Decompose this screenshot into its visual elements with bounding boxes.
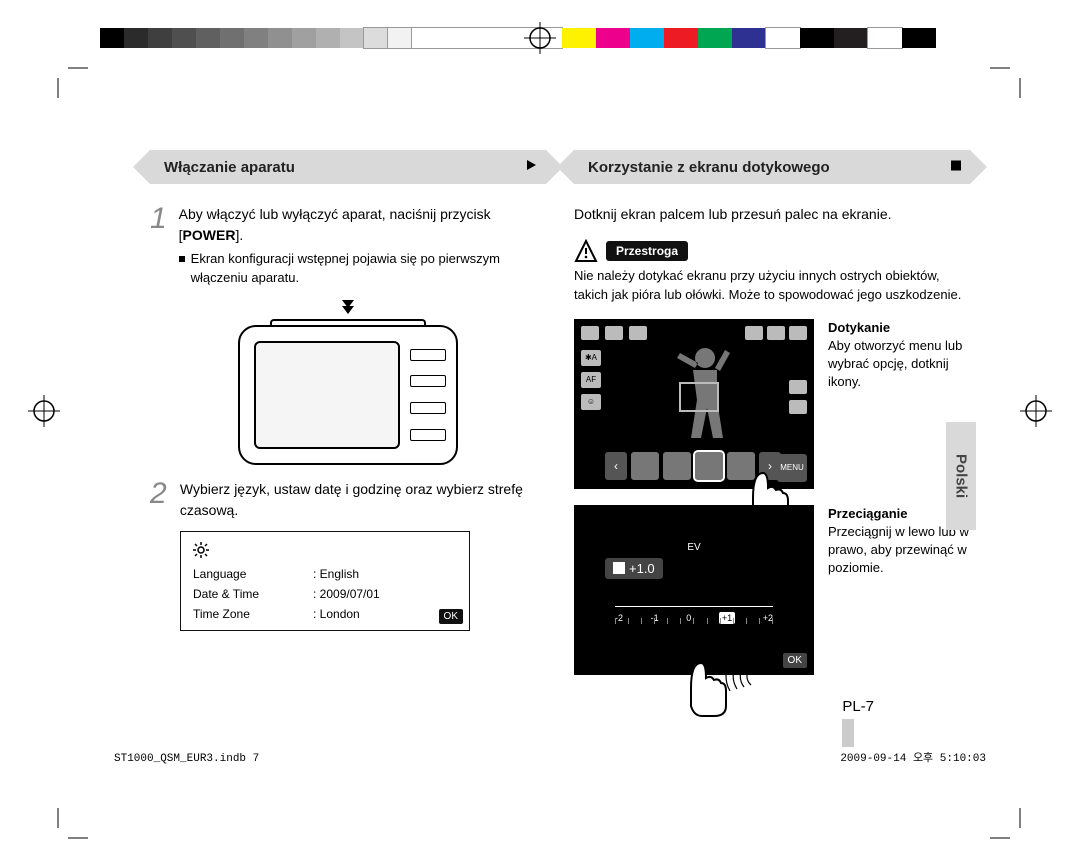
warning-label: Przestroga (606, 241, 688, 261)
step-number: 2 (150, 479, 170, 521)
down-arrow-icon (150, 298, 546, 319)
section-header-right: Korzystanie z ekranu dotykowego (574, 150, 970, 184)
warning-triangle-icon (574, 239, 598, 263)
registration-mark-top (524, 22, 556, 54)
touch-demo-drag: EV +1.0 -2-10+1+2 OK (574, 505, 970, 675)
crop-mark (48, 808, 88, 848)
crop-mark (990, 58, 1030, 98)
warning-header: Przestroga (574, 239, 970, 263)
swipe-arcs-icon (725, 656, 795, 696)
warning-text: Nie należy dotykać ekranu przy użyciu in… (574, 267, 970, 305)
bullet-icon (179, 256, 185, 262)
intro-text: Dotknij ekran palcem lub przesuń palec n… (574, 204, 970, 225)
touch-demo-tap: ✱AAF☺ ‹ › MENU (574, 319, 970, 489)
touchscreen-mock-tap: ✱AAF☺ ‹ › MENU (574, 319, 814, 489)
step-text: Aby włączyć lub wyłączyć aparat, naciśni… (179, 204, 546, 288)
step-text: Wybierz język, ustaw datę i godzinę oraz… (180, 479, 546, 521)
registration-mark-left (28, 395, 60, 427)
stop-icon (950, 159, 962, 176)
gear-icon (193, 542, 209, 558)
ok-button[interactable]: OK (439, 609, 463, 624)
left-column: Włączanie aparatu 1 Aby włączyć lub wyłą… (150, 150, 546, 675)
section-title: Włączanie aparatu (164, 159, 295, 176)
thumb-prev-button[interactable]: ‹ (605, 452, 627, 480)
registration-mark-right (1020, 395, 1052, 427)
crop-mark (48, 58, 88, 98)
touch-drag-desc: Przeciąganie Przeciągnij w lewo lub w pr… (828, 505, 970, 675)
section-title: Korzystanie z ekranu dotykowego (588, 159, 830, 176)
step-number: 1 (150, 204, 169, 288)
bullet-text: Ekran konfiguracji wstępnej pojawia się … (191, 250, 546, 288)
touchscreen-mock-drag: EV +1.0 -2-10+1+2 OK (574, 505, 814, 675)
ev-bubble: EV (678, 532, 710, 564)
print-timestamp: 2009-09-14 오후 5:10:03 (840, 749, 986, 765)
page-number-bar (842, 719, 854, 747)
play-icon (524, 158, 538, 176)
config-screen-box: LanguageEnglishDate & Time2009/07/01Time… (180, 531, 470, 631)
camera-illustration (238, 325, 458, 465)
indesign-filename: ST1000_QSM_EUR3.indb 7 (114, 753, 259, 765)
config-row: Time ZoneLondon (193, 604, 457, 624)
config-row: Date & Time2009/07/01 (193, 584, 457, 604)
step-1: 1 Aby włączyć lub wyłączyć aparat, naciś… (150, 204, 546, 288)
section-header-left: Włączanie aparatu (150, 150, 546, 184)
right-column: Korzystanie z ekranu dotykowego Dotknij … (574, 150, 970, 675)
config-row: LanguageEnglish (193, 564, 457, 584)
page-number: PL-7 (842, 698, 874, 715)
ev-value-box: +1.0 (605, 558, 663, 579)
language-side-tab: Polski (946, 422, 976, 530)
crop-mark (990, 808, 1030, 848)
step-2: 2 Wybierz język, ustaw datę i godzinę or… (150, 479, 546, 521)
